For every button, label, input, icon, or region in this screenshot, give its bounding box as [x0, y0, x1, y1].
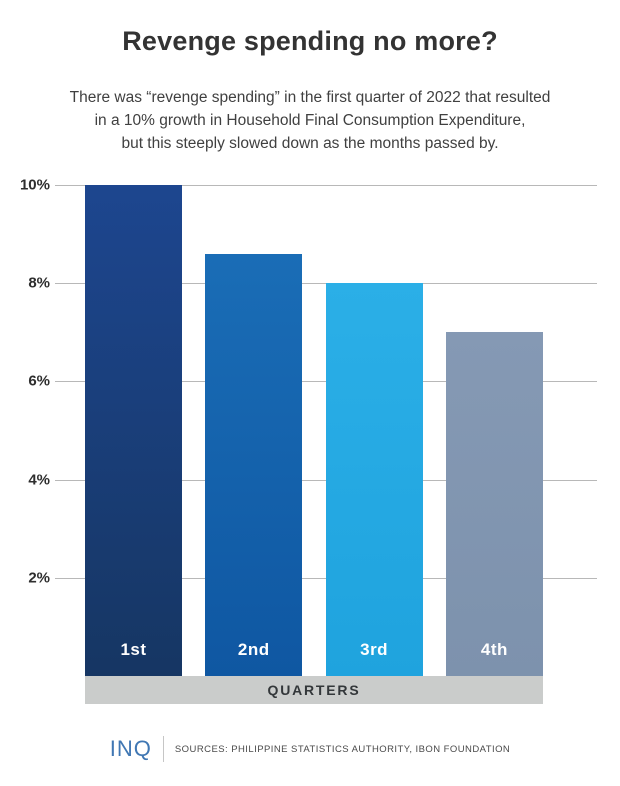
y-tick-label-4: 4% — [28, 471, 50, 489]
bar-label-1st: 1st — [120, 640, 147, 659]
footer-sources: SOURCES: PHILIPPINE STATISTICS AUTHORITY… — [174, 743, 511, 755]
bar-label-4th: 4th — [480, 639, 508, 659]
subtitle-line-2: in a 10% growth in Household Final Consu… — [94, 112, 526, 129]
footer: INQ SOURCES: PHILIPPINE STATISTICS AUTHO… — [0, 736, 620, 762]
inq-logo: INQ — [109, 736, 152, 761]
y-tick-label-8: 8% — [28, 274, 50, 292]
chart-subtitle: There was “revenge spending” in the firs… — [0, 86, 620, 155]
x-axis-band: QUARTERS — [85, 676, 543, 704]
footer-divider — [162, 736, 164, 762]
bar-label-3rd: 3rd — [360, 639, 389, 659]
y-tick-label-6: 6% — [28, 372, 50, 390]
gridline-10 — [55, 185, 597, 186]
bar-label-2nd: 2nd — [237, 639, 270, 659]
bar-2nd: 2nd — [205, 253, 303, 676]
y-tick-label-2: 2% — [28, 569, 50, 587]
subtitle-line-3: but this steeply slowed down as the mont… — [121, 135, 499, 152]
subtitle-line-1: There was “revenge spending” in the firs… — [69, 89, 551, 106]
bar-1st: 1st — [85, 185, 182, 676]
x-axis-label: QUARTERS — [267, 682, 361, 698]
chart-title: Revenge spending no more? — [122, 26, 498, 56]
y-tick-label-10: 10% — [19, 176, 50, 194]
bar-4th: 4th — [445, 332, 543, 676]
bar-3rd: 3rd — [325, 283, 423, 676]
